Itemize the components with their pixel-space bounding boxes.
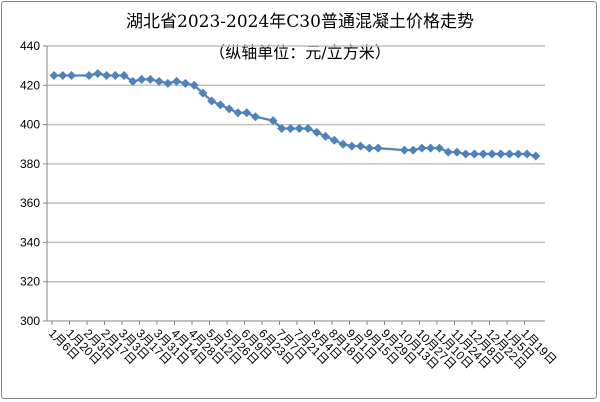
data-point (277, 124, 287, 133)
y-tick-label: 380 (20, 157, 40, 171)
price-series (49, 69, 541, 161)
data-point (303, 124, 313, 133)
y-tick-label: 420 (20, 78, 40, 92)
data-point (198, 88, 208, 98)
data-point (172, 76, 182, 86)
data-point (49, 70, 59, 80)
data-point (373, 143, 383, 153)
data-point (110, 70, 120, 80)
data-point (294, 124, 304, 133)
data-point (67, 70, 77, 80)
data-point (189, 80, 199, 90)
data-point (163, 78, 173, 88)
y-tick-label: 440 (20, 39, 40, 53)
data-point (513, 149, 523, 159)
data-point (356, 141, 366, 151)
data-point (286, 124, 296, 133)
y-tick-label: 360 (20, 196, 40, 210)
data-point (434, 143, 444, 153)
axes: 3003203403603804004204401月6日1月20日2月3日2月1… (20, 39, 559, 372)
data-point (452, 147, 462, 157)
y-tick-label: 340 (20, 235, 40, 249)
data-point (408, 145, 418, 155)
chart-subtitle: （纵轴单位：元/立方米） (209, 43, 390, 62)
data-point (224, 104, 234, 114)
data-point (417, 143, 427, 153)
data-point (487, 149, 497, 159)
data-point (329, 135, 339, 145)
data-point (180, 78, 190, 88)
data-point (399, 145, 409, 155)
data-point (102, 70, 112, 80)
data-point (137, 74, 147, 84)
y-tick-label: 300 (20, 314, 40, 328)
data-point (531, 151, 541, 161)
data-point (233, 108, 243, 118)
data-point (364, 143, 374, 153)
data-point (496, 149, 506, 159)
gridlines (47, 45, 545, 283)
data-point (478, 149, 488, 159)
y-tick-label: 320 (20, 275, 40, 289)
data-point (469, 149, 479, 159)
data-point (145, 74, 155, 84)
data-point (242, 108, 252, 118)
data-point (84, 70, 94, 80)
data-point (321, 131, 331, 141)
data-point (505, 149, 515, 159)
data-point (58, 70, 68, 80)
data-point (347, 141, 357, 151)
data-point (443, 147, 453, 157)
data-point (312, 127, 322, 137)
data-point (215, 100, 225, 110)
data-point (250, 112, 260, 122)
data-point (128, 76, 138, 86)
data-point (207, 96, 217, 106)
data-point (119, 70, 129, 80)
data-point (426, 143, 436, 153)
data-point (461, 149, 471, 159)
y-tick-label: 400 (20, 118, 40, 132)
data-point (522, 149, 532, 159)
data-point (268, 116, 278, 126)
chart-title: 湖北省2023-2024年C30普通混凝土价格走势 (126, 12, 474, 32)
data-point (93, 69, 103, 78)
data-point (154, 76, 164, 86)
data-point (338, 139, 348, 149)
